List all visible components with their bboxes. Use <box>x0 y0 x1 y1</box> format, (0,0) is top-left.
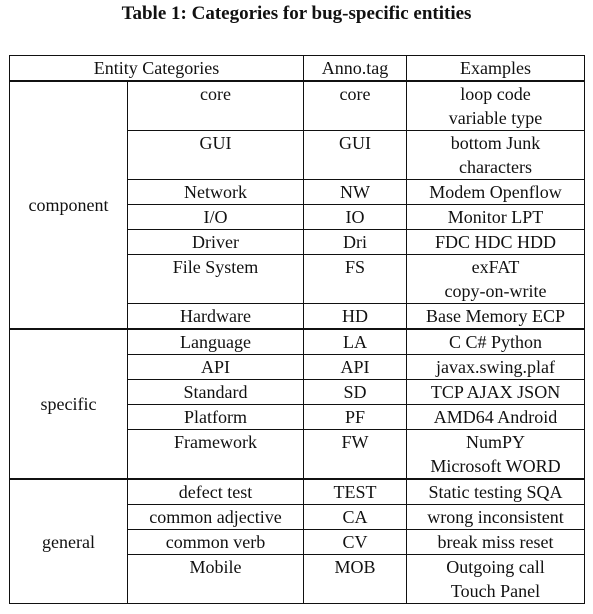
table-row: Mobile MOB Outgoing call Touch Panel <box>10 554 586 604</box>
header-entity-categories: Entity Categories <box>8 55 305 82</box>
example-line: loop code <box>460 84 531 104</box>
category-cell: GUI <box>126 130 305 180</box>
example-line: variable type <box>448 108 543 128</box>
example-line: Monitor LPT <box>447 207 544 227</box>
example-line: characters <box>459 157 532 177</box>
category-cell: Network <box>126 179 305 205</box>
example-line: FDC HDC HDD <box>435 232 557 252</box>
example-line: exFAT <box>471 257 520 277</box>
example-line: wrong inconsistent <box>427 507 564 527</box>
example-line: bottom Junk <box>450 133 541 153</box>
example-line: Outgoing call <box>446 557 545 577</box>
category-cell: Standard <box>126 379 305 405</box>
table-row: common adjective CA wrong inconsistent <box>10 504 586 530</box>
examples-cell: break miss reset <box>406 529 586 555</box>
examples-cell: Static testing SQA <box>406 478 586 505</box>
table-row: Framework FW NumPY Microsoft WORD <box>10 429 586 480</box>
anno-tag-cell: PF <box>303 404 408 430</box>
examples-cell: javax.swing.plaf <box>406 354 586 380</box>
anno-tag-cell: FS <box>303 254 408 304</box>
example-line: javax.swing.plaf <box>436 357 555 377</box>
category-cell: I/O <box>126 204 305 230</box>
examples-cell: Outgoing call Touch Panel <box>406 554 586 604</box>
category-cell: Driver <box>126 229 305 255</box>
table-body: component core core loop code variable type G… <box>9 80 586 604</box>
category-cell: API <box>126 354 305 380</box>
category-cell: Hardware <box>126 303 305 330</box>
category-cell: Mobile <box>126 554 305 604</box>
table-caption: Table 1: Categories for bug-specific ent… <box>121 3 472 24</box>
examples-cell: wrong inconsistent <box>406 504 586 530</box>
category-cell: Language <box>126 328 305 355</box>
group-label-specific: specific <box>9 328 128 480</box>
category-cell: core <box>126 80 305 131</box>
anno-tag-cell: NW <box>303 179 408 205</box>
category-cell: Platform <box>126 404 305 430</box>
example-line: copy-on-write <box>444 281 547 301</box>
anno-tag-cell: CV <box>303 529 408 555</box>
header-examples: Examples <box>406 55 586 82</box>
anno-tag-cell: TEST <box>303 478 408 505</box>
examples-cell: Modem Openflow <box>406 179 586 205</box>
examples-cell: NumPY Microsoft WORD <box>406 429 586 480</box>
header-anno-tag: Anno.tag <box>303 55 408 82</box>
anno-tag-cell: CA <box>303 504 408 530</box>
table-row: Platform PF AMD64 Android <box>10 404 586 430</box>
category-cell: File System <box>126 254 305 304</box>
example-line: AMD64 Android <box>433 407 558 427</box>
group-label-general: general <box>9 478 128 604</box>
table-row: GUI GUI bottom Junk characters <box>10 130 586 180</box>
table-row: Driver Dri FDC HDC HDD <box>10 229 586 255</box>
anno-tag-cell: IO <box>303 204 408 230</box>
anno-tag-cell: FW <box>303 429 408 480</box>
examples-cell: exFAT copy-on-write <box>406 254 586 304</box>
category-cell: defect test <box>126 478 305 505</box>
examples-cell: bottom Junk characters <box>406 130 586 180</box>
examples-cell: loop code variable type <box>406 80 586 131</box>
category-cell: common adjective <box>126 504 305 530</box>
table-row: general defect test TEST Static testing SQA <box>9 478 586 604</box>
examples-cell: AMD64 Android <box>406 404 586 430</box>
example-line: Microsoft WORD <box>430 456 561 476</box>
table-header-row: Entity Categories Anno.tag Examples <box>8 55 586 82</box>
category-cell: Framework <box>126 429 305 480</box>
anno-tag-cell: SD <box>303 379 408 405</box>
entity-categories-table: Entity Categories Anno.tag Examples comp… <box>8 55 586 604</box>
example-line: NumPY <box>466 432 526 452</box>
examples-cell: FDC HDC HDD <box>406 229 586 255</box>
anno-tag-cell: MOB <box>303 554 408 604</box>
table-row: File System FS exFAT copy-on-write <box>10 254 586 304</box>
example-line: TCP AJAX JSON <box>430 382 561 402</box>
table-row: Network NW Modem Openflow <box>10 179 586 205</box>
example-line: Base Memory ECP <box>426 306 566 326</box>
table-row: common verb CV break miss reset <box>10 529 586 555</box>
table-row: Hardware HD Base Memory ECP <box>10 303 586 330</box>
anno-tag-cell: core <box>303 80 408 131</box>
table-row: component core core loop code variable type <box>9 80 586 330</box>
example-line: C C# Python <box>449 332 543 352</box>
examples-cell: TCP AJAX JSON <box>406 379 586 405</box>
anno-tag-cell: API <box>303 354 408 380</box>
anno-tag-cell: Dri <box>303 229 408 255</box>
category-cell: common verb <box>126 529 305 555</box>
example-line: Static testing SQA <box>428 482 563 502</box>
anno-tag-cell: GUI <box>303 130 408 180</box>
example-line: Modem Openflow <box>429 182 562 202</box>
group-label-component: component <box>9 80 128 330</box>
anno-tag-cell: HD <box>303 303 408 330</box>
anno-tag-cell: LA <box>303 328 408 355</box>
examples-cell: C C# Python <box>406 328 586 355</box>
example-line: Touch Panel <box>450 581 541 601</box>
example-line: break miss reset <box>437 532 554 552</box>
table-row: specific Language LA C C# Python <box>9 328 586 480</box>
examples-cell: Base Memory ECP <box>406 303 586 330</box>
table-row: API API javax.swing.plaf <box>10 354 586 380</box>
examples-cell: Monitor LPT <box>406 204 586 230</box>
